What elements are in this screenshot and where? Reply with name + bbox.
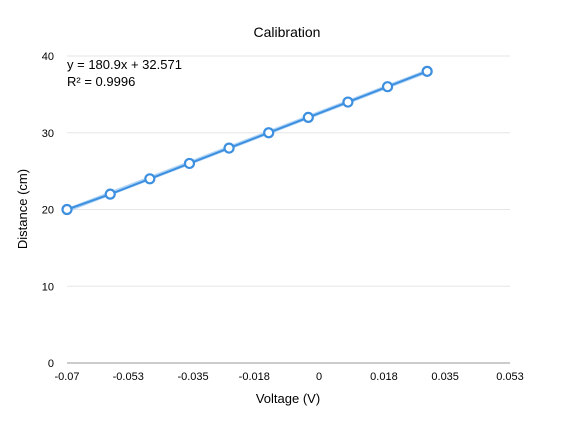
series-line bbox=[66, 70, 428, 211]
chart-title: Calibration bbox=[254, 24, 321, 40]
data-point-1 bbox=[104, 188, 116, 200]
x-tick-label-6: 0.035 bbox=[431, 371, 459, 383]
data-point-5 bbox=[263, 127, 275, 139]
tick-labels: 0 10 20 30 40 -0.07 -0.053 -0.035 -0.018 0 0.018 0.… bbox=[42, 51, 524, 383]
data-point-9 bbox=[421, 65, 433, 77]
x-tick-label-4: 0 bbox=[316, 371, 322, 383]
data-point-8 bbox=[381, 81, 394, 93]
data-point-3 bbox=[183, 157, 196, 170]
x-tick-label-1: -0.053 bbox=[113, 371, 144, 383]
data-point-4 bbox=[223, 142, 235, 154]
data-point-0 bbox=[61, 203, 73, 216]
x-axis-label: Voltage (V) bbox=[256, 391, 320, 406]
gridlines bbox=[67, 55, 510, 287]
y-tick-label-2: 20 bbox=[42, 205, 54, 217]
x-tick-label-5: 0.018 bbox=[370, 371, 398, 383]
x-tick-label-0: -0.07 bbox=[54, 371, 79, 383]
data-point-6 bbox=[302, 111, 314, 124]
y-tick-label-0: 0 bbox=[48, 358, 54, 370]
series-group bbox=[61, 65, 433, 216]
trendline-r-squared: R² = 0.9996 bbox=[67, 74, 135, 89]
x-tick-label-2: -0.035 bbox=[177, 371, 208, 383]
y-tick-label-3: 30 bbox=[42, 128, 54, 140]
trendline-equation: y = 180.9x + 32.571 bbox=[67, 57, 182, 72]
x-tick-label-3: -0.018 bbox=[239, 371, 270, 383]
y-tick-label-1: 10 bbox=[42, 281, 54, 293]
data-point-2 bbox=[144, 173, 156, 185]
x-tick-label-7: 0.053 bbox=[496, 371, 524, 383]
y-axis-label: Distance (cm) bbox=[15, 169, 30, 249]
y-tick-label-4: 40 bbox=[42, 51, 54, 63]
data-point-7 bbox=[342, 96, 354, 108]
